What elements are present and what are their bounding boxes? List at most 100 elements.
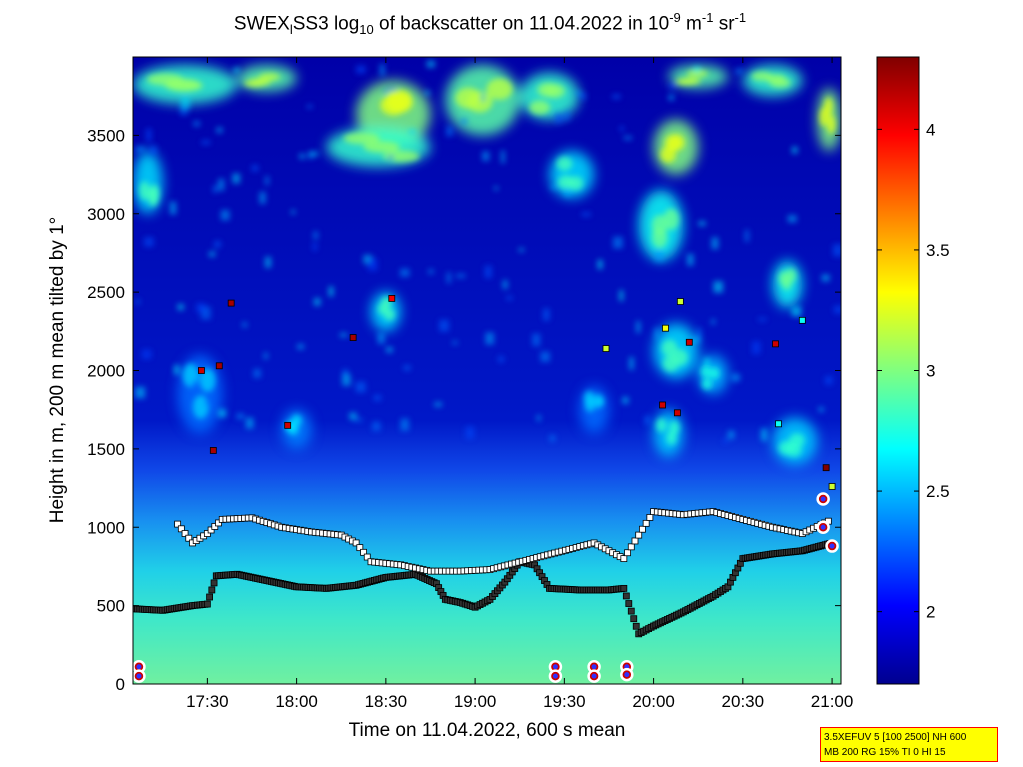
speckle — [439, 319, 449, 332]
aerosol-core — [343, 132, 380, 145]
cloud-marker — [227, 299, 235, 307]
speckle — [579, 92, 587, 100]
layer-marker — [622, 592, 630, 600]
aerosol-core — [537, 82, 559, 97]
speckle — [299, 153, 306, 160]
layer-marker — [635, 531, 643, 539]
speckle — [220, 209, 230, 221]
aerosol-core — [709, 367, 720, 380]
aerosol-core — [583, 390, 595, 406]
layer-marker — [203, 530, 211, 537]
speckle — [543, 308, 550, 321]
speckle — [208, 251, 216, 257]
cloud-marker — [659, 401, 666, 409]
speckle — [408, 129, 417, 135]
speckle — [791, 146, 798, 154]
aerosol-core — [556, 156, 573, 171]
speckle — [200, 306, 211, 320]
speckle — [353, 418, 364, 422]
aerosol-core — [593, 394, 604, 409]
layer-marker — [360, 548, 367, 556]
cloud-marker — [602, 345, 610, 352]
aerosol-core — [789, 433, 805, 448]
speckle — [497, 356, 505, 363]
y-tick-label: 500 — [97, 597, 125, 616]
speckle — [212, 185, 218, 193]
colorbar-tick-label: 2 — [926, 603, 935, 622]
speckle — [242, 322, 248, 328]
speckle — [536, 415, 541, 422]
aerosol-core — [149, 184, 160, 204]
layer-marker — [631, 537, 639, 545]
speckle — [619, 126, 624, 131]
layer-marker — [646, 514, 654, 521]
layer-marker — [624, 549, 631, 557]
y-tick-label: 1000 — [87, 518, 125, 537]
layer-marker — [356, 544, 364, 552]
speckle — [760, 428, 768, 441]
speckle — [752, 341, 761, 355]
speckle — [735, 68, 743, 75]
speckle — [328, 286, 334, 297]
aerosol-core — [386, 92, 413, 113]
aerosol-core — [363, 141, 400, 153]
speckle — [253, 368, 261, 378]
speckle — [355, 381, 366, 393]
cloud-marker — [798, 316, 806, 324]
x-axis-label: Time on 11.04.2022, 600 s mean — [349, 720, 626, 741]
cloud-marker — [775, 420, 782, 428]
speckle — [245, 417, 254, 429]
flag-marker-core — [552, 673, 558, 679]
aerosol-core — [785, 268, 797, 283]
layer-marker — [620, 584, 628, 592]
info-line-1: 3.5XEFUV 5 [100 2500] NH 600 — [824, 732, 967, 743]
y-tick-label: 0 — [116, 675, 125, 694]
speckle — [833, 305, 841, 314]
speckle — [787, 215, 797, 223]
layer-marker — [203, 600, 211, 608]
speckle — [382, 89, 388, 94]
layer-marker — [625, 600, 633, 607]
speckle — [149, 145, 157, 155]
speckle — [434, 402, 442, 407]
flag-marker-core — [552, 664, 558, 670]
speckle — [574, 90, 582, 95]
aerosol-patch — [549, 151, 595, 199]
x-tick-label: 20:00 — [632, 692, 675, 711]
speckle — [403, 365, 411, 371]
speckle — [379, 64, 386, 76]
speckle — [446, 272, 451, 284]
speckle — [619, 290, 624, 302]
cloud-marker — [685, 338, 693, 346]
speckle — [824, 376, 833, 385]
cloud-marker — [676, 298, 684, 305]
aerosol-core — [751, 71, 773, 81]
speckle — [144, 237, 154, 247]
speckle — [549, 435, 556, 442]
flag-marker-core — [591, 664, 597, 670]
heatmap-area — [133, 57, 841, 684]
y-tick-label: 3000 — [87, 205, 125, 224]
x-tick-label: 18:30 — [365, 692, 408, 711]
aerosol-core — [778, 440, 795, 455]
speckle — [460, 118, 468, 125]
layer-marker — [352, 539, 360, 547]
speckle — [342, 369, 349, 377]
x-tick-label: 17:30 — [186, 692, 229, 711]
speckle — [377, 332, 385, 344]
speckle — [484, 265, 492, 279]
speckle — [259, 191, 266, 204]
cloud-marker — [673, 409, 681, 417]
x-tick-label: 21:00 — [811, 692, 854, 711]
y-tick-label: 2000 — [87, 362, 125, 381]
layer-marker — [181, 530, 189, 537]
speckle — [502, 280, 508, 289]
speckle — [446, 126, 453, 137]
speckle — [180, 97, 191, 109]
aerosol-core — [199, 368, 216, 392]
speckle — [216, 127, 223, 133]
aerosol-core — [192, 395, 209, 419]
layer-marker — [627, 543, 635, 551]
speckle — [135, 299, 141, 304]
speckle — [465, 426, 475, 439]
